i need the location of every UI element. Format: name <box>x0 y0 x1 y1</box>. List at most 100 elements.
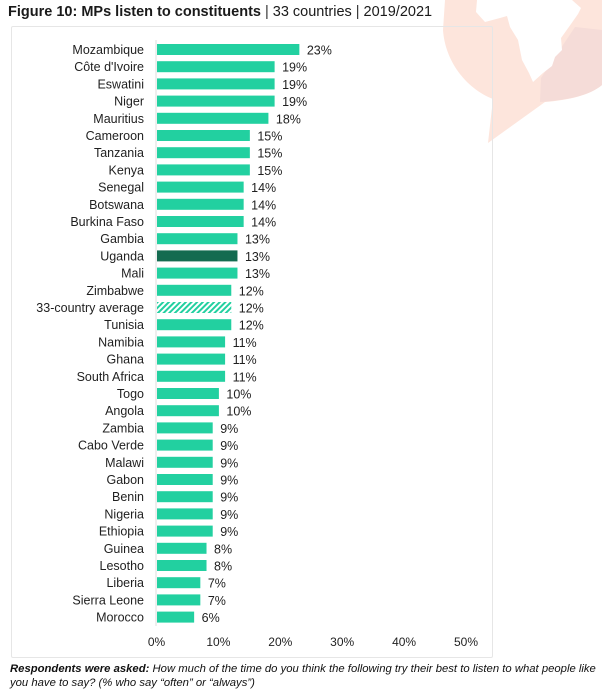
category-label-liberia: Liberia <box>106 576 144 590</box>
category-label-sierra-leone: Sierra Leone <box>72 593 144 607</box>
category-label-morocco: Morocco <box>96 611 144 625</box>
category-label-togo: Togo <box>117 387 144 401</box>
bar-uganda <box>157 250 238 262</box>
bar-gabon <box>157 474 213 485</box>
category-label-botswana: Botswana <box>89 198 144 212</box>
bar-liberia <box>157 577 201 589</box>
category-labels-group: Mozambique Côte d'Ivoire Eswatini Niger Maur… <box>36 43 144 625</box>
value-label-33-country-average: 12% <box>239 302 264 316</box>
bar-senegal <box>157 181 244 193</box>
bar-cabo-verde <box>157 439 213 451</box>
bar-mali <box>157 267 238 279</box>
value-label-mauritius: 18% <box>276 112 301 126</box>
category-label-burkina-faso: Burkina Faso <box>70 215 144 229</box>
bar-benin <box>157 491 213 503</box>
bar-angola <box>157 405 219 417</box>
bar-botswana <box>157 198 244 210</box>
x-tick-label-40: 40% <box>392 635 416 649</box>
bar-zambia <box>157 422 213 434</box>
category-label-angola: Angola <box>105 404 144 418</box>
category-label-guinea: Guinea <box>104 542 144 556</box>
value-label-zambia: 9% <box>220 422 238 436</box>
bar-ethiopia <box>157 525 213 537</box>
category-label-eswatini: Eswatini <box>97 77 144 91</box>
category-label-kenya: Kenya <box>109 163 144 177</box>
bar-zimbabwe <box>157 284 232 296</box>
value-label-ethiopia: 9% <box>220 525 238 539</box>
category-label-zimbabwe: Zimbabwe <box>86 284 144 298</box>
category-label-mozambique: Mozambique <box>72 43 144 57</box>
title-separator-2: | <box>355 4 360 20</box>
value-label-sierra-leone: 7% <box>208 594 226 608</box>
category-label-gabon: Gabon <box>106 473 144 487</box>
x-tick-label-30: 30% <box>330 635 354 649</box>
figure-subtitle-countries: 33 countries <box>272 4 352 20</box>
bar-gambia <box>157 233 238 245</box>
bar-south-africa <box>157 370 226 382</box>
bar-kenya <box>157 164 250 176</box>
x-tick-label-20: 20% <box>268 635 292 649</box>
category-label-senegal: Senegal <box>98 181 144 195</box>
figure-title-main: Figure 10: MPs listen to constituents <box>8 4 261 20</box>
bar-mauritius <box>157 112 269 124</box>
x-tick-label-50: 50% <box>454 635 478 649</box>
value-label-nigeria: 9% <box>220 508 238 522</box>
bar-tanzania <box>157 147 250 159</box>
note-lead: Respondents were asked: <box>10 663 150 675</box>
value-label-cote-d-ivoire: 19% <box>282 61 307 75</box>
value-labels-group: 23%19%19%19%18%15%15%15%14%14%14%13%13%1… <box>202 44 332 626</box>
category-label-zambia: Zambia <box>102 421 144 435</box>
survey-question-note: Respondents were asked: How much of the … <box>10 662 600 690</box>
bar-namibia <box>157 336 226 348</box>
value-label-botswana: 14% <box>251 198 276 212</box>
bar-togo <box>157 388 219 399</box>
x-tick-label-0: 0% <box>148 635 166 649</box>
value-label-eswatini: 19% <box>282 78 307 92</box>
category-label-mali: Mali <box>121 267 144 281</box>
bar-malawi <box>157 456 213 468</box>
value-label-south-africa: 11% <box>233 370 257 384</box>
x-tick-label-10: 10% <box>206 635 230 649</box>
value-label-zimbabwe: 12% <box>239 284 264 298</box>
value-label-gambia: 13% <box>245 233 270 247</box>
figure-title: Figure 10: MPs listen to constituents | 33… <box>8 4 432 20</box>
speech-bubble-shaded-segment <box>540 27 602 102</box>
category-label-benin: Benin <box>112 490 144 504</box>
category-label-lesotho: Lesotho <box>100 559 145 573</box>
category-label-tunisia: Tunisia <box>104 318 144 332</box>
category-label-mauritius: Mauritius <box>93 112 144 126</box>
value-label-ghana: 11% <box>233 353 257 367</box>
figure-subtitle-years: 2019/2021 <box>363 4 433 20</box>
value-label-togo: 10% <box>226 388 251 402</box>
bar-nigeria <box>157 508 213 520</box>
bar-guinea <box>157 542 207 554</box>
category-label-ethiopia: Ethiopia <box>99 525 144 539</box>
x-tick-labels-group: 0% 10% 20% 30% 40% 50% <box>148 635 479 649</box>
bar-burkina-faso <box>157 216 244 227</box>
value-label-liberia: 7% <box>208 577 226 591</box>
bar-cameroon <box>157 130 250 141</box>
bar-cote-d-ivoire <box>157 61 275 73</box>
category-label-ghana: Ghana <box>106 353 144 367</box>
bar-niger <box>157 95 275 107</box>
category-label-uganda: Uganda <box>100 249 144 263</box>
bar-sierra-leone <box>157 594 201 606</box>
value-label-malawi: 9% <box>220 456 238 470</box>
note-text: How much of the time do you think the fo… <box>10 663 596 689</box>
category-label-niger: Niger <box>114 95 144 109</box>
title-separator: | <box>264 4 269 20</box>
bar-lesotho <box>157 560 207 571</box>
value-label-gabon: 9% <box>220 474 238 488</box>
value-label-senegal: 14% <box>251 181 276 195</box>
value-label-lesotho: 8% <box>214 560 232 574</box>
value-label-mozambique: 23% <box>307 44 332 58</box>
africa-silhouette-icon <box>476 0 581 82</box>
category-label-tanzania: Tanzania <box>94 146 144 160</box>
bar-eswatini <box>157 78 275 90</box>
value-label-benin: 9% <box>220 491 238 505</box>
value-label-morocco: 6% <box>202 611 220 625</box>
bars-group <box>157 44 300 623</box>
value-label-namibia: 11% <box>233 336 257 350</box>
